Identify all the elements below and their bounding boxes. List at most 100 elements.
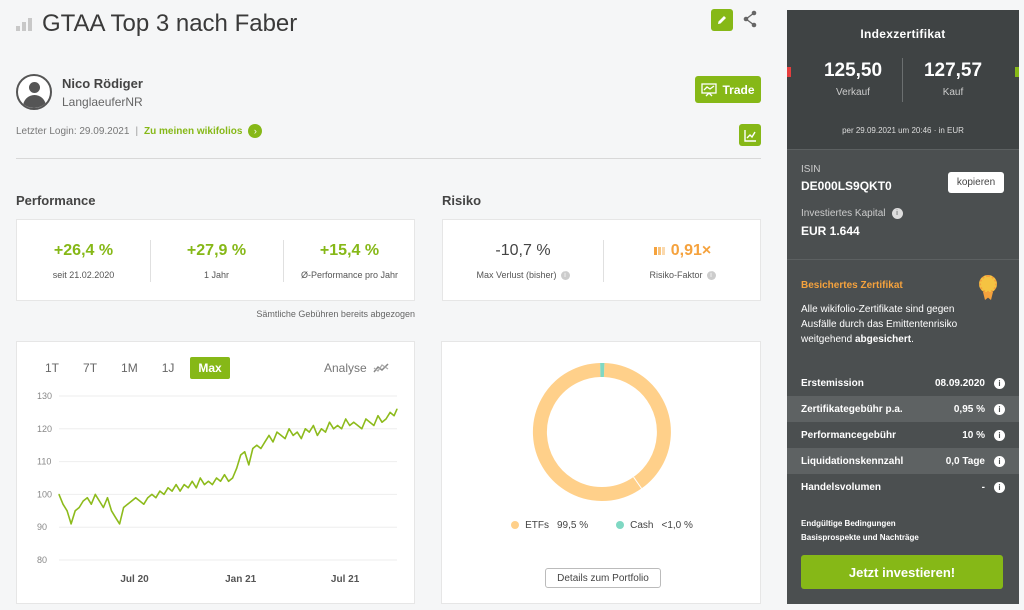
data-point bbox=[171, 490, 173, 492]
data-point bbox=[191, 480, 193, 482]
info-icon[interactable]: i bbox=[994, 456, 1005, 467]
data-point bbox=[308, 431, 310, 433]
performance-title: Performance bbox=[16, 193, 96, 208]
line-chart[interactable]: 130 120 110 100 90 80 Jul 20 Jan 21 Jul 21 bbox=[17, 386, 414, 601]
data-point bbox=[227, 480, 230, 482]
tab-max[interactable]: Max bbox=[190, 357, 230, 379]
capital-label: Investiertes Kapital bbox=[801, 208, 886, 219]
data-point bbox=[324, 431, 327, 433]
invest-button[interactable]: Jetzt investieren! bbox=[801, 555, 1003, 589]
certificate-details: Erstemission 08.09.2020 i Zertifikategebüh… bbox=[787, 370, 1019, 500]
data-point bbox=[349, 424, 351, 427]
separator: | bbox=[135, 125, 139, 137]
data-point bbox=[86, 497, 88, 499]
data-point bbox=[276, 431, 278, 433]
data-point bbox=[118, 523, 121, 525]
tab-7t[interactable]: 7T bbox=[83, 361, 98, 375]
trade-icon bbox=[701, 82, 718, 96]
edit-button[interactable] bbox=[711, 9, 733, 31]
data-point bbox=[223, 474, 226, 476]
final-terms-link[interactable]: Endgültige Bedingungen bbox=[801, 519, 896, 528]
sell-price: 125,50 bbox=[823, 60, 883, 81]
secured-block: Besichertes Zertifikat Alle wikifolio-Ze… bbox=[787, 260, 1019, 370]
page-title: GTAA Top 3 nach Faber bbox=[42, 10, 298, 37]
arrow-right-icon[interactable]: › bbox=[248, 124, 263, 138]
data-point bbox=[151, 493, 153, 495]
certificate-sidebar: Indexzertifikat 125,50 Verkauf 127,57 Ka… bbox=[787, 10, 1019, 604]
risk-factor-value: 0,91 bbox=[670, 242, 702, 259]
share-icon[interactable] bbox=[742, 10, 760, 30]
donut-chart[interactable] bbox=[442, 352, 762, 522]
data-point bbox=[159, 490, 161, 492]
tab-1m[interactable]: 1M bbox=[121, 361, 138, 375]
data-point bbox=[203, 483, 205, 486]
login-row: Letzter Login: 29.09.2021 | Zu meinen wi… bbox=[16, 124, 263, 138]
last-login: Letzter Login: 29.09.2021 bbox=[16, 125, 130, 137]
prospectus-link[interactable]: Basisprospekte und Nachträge bbox=[801, 533, 919, 542]
detail-value: 10 % bbox=[962, 430, 985, 441]
data-point bbox=[62, 503, 64, 505]
info-icon[interactable]: i bbox=[891, 208, 903, 219]
divider bbox=[283, 240, 284, 282]
pie-slice-etfs[interactable] bbox=[532, 363, 671, 501]
data-point bbox=[369, 421, 371, 423]
data-point bbox=[74, 510, 76, 512]
avatar[interactable] bbox=[16, 74, 52, 110]
data-point bbox=[248, 464, 250, 466]
data-point bbox=[393, 415, 395, 417]
detail-key: Erstemission bbox=[801, 378, 864, 389]
risk-title: Risiko bbox=[442, 193, 482, 208]
secured-title[interactable]: Besichertes Zertifikat bbox=[801, 280, 903, 291]
portfolio-legend: ETFs 99,5 % Cash <1,0 % bbox=[442, 520, 762, 531]
data-point bbox=[187, 487, 189, 489]
info-icon[interactable]: i bbox=[994, 378, 1005, 389]
analyse-label: Analyse bbox=[324, 361, 367, 375]
timeframe-tabs: 1T 7T 1M 1J Max bbox=[37, 357, 238, 379]
portfolio-details-button[interactable]: Details zum Portfolio bbox=[545, 568, 661, 588]
data-point bbox=[256, 444, 258, 446]
analyse-button[interactable]: Analyse bbox=[324, 361, 389, 375]
data-point bbox=[296, 431, 298, 433]
chart-view-button[interactable] bbox=[739, 124, 761, 146]
data-point bbox=[167, 487, 169, 489]
detail-row: Liquidationskennzahl 0,0 Tage i bbox=[787, 448, 1019, 474]
perf-value: +27,9 % bbox=[186, 242, 247, 259]
data-point bbox=[361, 428, 363, 430]
perf-value: +26,4 % bbox=[53, 242, 114, 259]
copy-isin-button[interactable]: kopieren bbox=[948, 172, 1004, 193]
user-name[interactable]: Nico Rödiger bbox=[62, 75, 143, 91]
detail-key: Liquidationskennzahl bbox=[801, 456, 904, 467]
data-point bbox=[316, 434, 319, 436]
data-point bbox=[102, 506, 105, 509]
bar-chart-icon bbox=[16, 17, 32, 31]
perf-value: +15,4 % bbox=[319, 242, 380, 259]
info-icon[interactable]: i bbox=[994, 430, 1005, 441]
data-point bbox=[163, 493, 165, 495]
risk-factor: 0,91× Risiko-Faktor i bbox=[603, 220, 762, 300]
data-point bbox=[272, 441, 274, 443]
data-point bbox=[260, 447, 262, 450]
info-icon[interactable]: i bbox=[706, 271, 716, 281]
data-point bbox=[377, 415, 379, 417]
data-point bbox=[328, 421, 331, 423]
wikifolios-link[interactable]: Zu meinen wikifolios bbox=[144, 125, 243, 137]
tab-1t[interactable]: 1T bbox=[45, 361, 60, 375]
performance-card: +26,4 % seit 21.02.2020 +27,9 % 1 Jahr +… bbox=[16, 219, 415, 301]
sell-label: Verkauf bbox=[836, 87, 870, 98]
detail-row: Handelsvolumen - i bbox=[787, 474, 1019, 500]
y-tick-label: 120 bbox=[37, 424, 52, 434]
data-point bbox=[365, 418, 367, 420]
trade-button[interactable]: Trade bbox=[695, 76, 761, 103]
info-icon[interactable]: i bbox=[994, 404, 1005, 415]
price-date-note: per 29.09.2021 um 20:46 · in EUR bbox=[842, 126, 964, 135]
risk-card: -10,7 % Max Verlust (bisher) i 0,91× Risi… bbox=[442, 219, 761, 301]
capital-value: EUR 1.644 bbox=[801, 224, 860, 238]
detail-key: Zertifikategebühr p.a. bbox=[801, 404, 903, 415]
data-point bbox=[66, 510, 68, 512]
max-loss-value: -10,7 % bbox=[495, 242, 551, 259]
info-icon[interactable]: i bbox=[560, 271, 570, 281]
info-icon[interactable]: i bbox=[994, 482, 1005, 493]
divider bbox=[902, 58, 903, 102]
isin-value[interactable]: DE000LS9QKT0 bbox=[801, 179, 892, 193]
tab-1j[interactable]: 1J bbox=[161, 361, 175, 375]
